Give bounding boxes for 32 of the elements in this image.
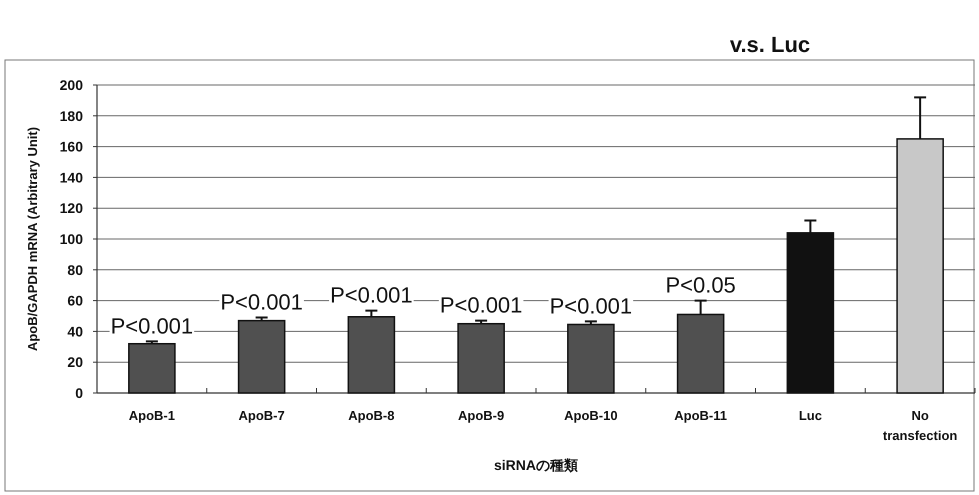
annotation: P<0.001 [440, 292, 522, 318]
x-tick-label: Luc [798, 408, 822, 423]
y-tick-label: 100 [60, 231, 84, 247]
bar [457, 322, 505, 394]
x-axis-title: siRNAの種類 [494, 457, 578, 473]
y-tick-label: 200 [60, 77, 84, 93]
chart-title: v.s. Luc [730, 32, 810, 57]
y-tick-label: 0 [75, 385, 84, 401]
bar [128, 342, 176, 394]
y-tick-label: 20 [67, 354, 84, 370]
y-tick-label: 40 [67, 323, 84, 340]
y-tick-label: 140 [60, 169, 84, 186]
x-tick-label: ApoB-11 [674, 408, 727, 423]
annotation: P<0.001 [220, 290, 303, 315]
y-tick-label: 160 [60, 138, 84, 155]
x-tick-label: ApoB-9 [458, 408, 504, 423]
x-tick-label: ApoB-10 [564, 408, 618, 423]
x-tick-label: ApoB-7 [238, 408, 285, 423]
y-tick-label: 80 [67, 262, 84, 278]
bar [238, 320, 286, 394]
annotation: P<0.001 [550, 293, 632, 318]
annotation: P<0.001 [110, 313, 194, 338]
annotation: P<0.05 [665, 272, 736, 298]
annotation: P<0.001 [330, 282, 413, 308]
x-tick-label: No transfection [882, 408, 958, 443]
y-tick-label: 180 [60, 108, 84, 124]
y-tick-label: 120 [60, 200, 84, 216]
y-tick-label: 60 [67, 292, 84, 309]
x-tick-label: ApoB-8 [348, 408, 394, 423]
y-axis-title: ApoB/GAPDH mRNA (Arbitrary Unit) [25, 126, 40, 352]
x-tick-label: ApoB-1 [128, 408, 175, 423]
bar [567, 324, 615, 394]
